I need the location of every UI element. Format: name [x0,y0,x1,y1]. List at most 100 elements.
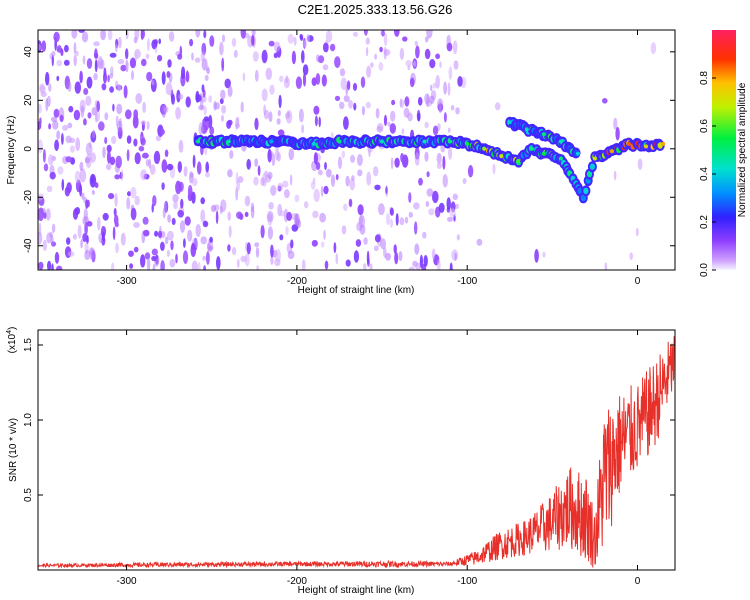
noise-blob [260,225,265,239]
noise-blob [452,193,458,201]
noise-blob [270,255,274,266]
noise-blob [200,236,207,245]
x-tick-label: 0 [635,276,641,287]
noise-blob [338,101,345,110]
noise-blob [167,214,172,223]
noise-blob [192,154,196,168]
noise-blob [221,57,225,72]
noise-blob [345,259,351,267]
noise-blob [492,163,496,175]
noise-blob [107,30,113,41]
noise-blob [409,77,415,88]
colorbar-label: Normalized spectral amplitude [737,82,748,217]
y-multiplier-exponent: 4 [6,330,13,334]
noise-blob [251,34,255,47]
y-multiplier-close: ) [7,327,18,330]
noise-blob [293,36,297,46]
noise-blob [220,89,226,100]
noise-blob [324,162,327,170]
noise-blob [447,216,453,222]
noise-blob [129,57,137,69]
noise-blob [391,99,396,106]
noise-blob [163,106,169,114]
noise-blob [298,108,304,123]
noise-blob [383,49,391,56]
noise-blob [195,224,201,237]
noise-blob [455,107,460,115]
noise-blob [361,105,365,116]
noise-blob [227,169,233,178]
noise-blob [141,30,145,39]
noise-blob [288,148,295,161]
noise-blob [43,212,47,220]
noise-blob [534,249,539,263]
noise-blob [47,95,51,107]
noise-blob [379,46,383,53]
noise-blob [268,202,274,210]
noise-blob [318,116,321,128]
noise-blob [279,210,286,217]
noise-blob [278,94,282,109]
noise-blob [253,176,259,186]
noise-blob [138,145,145,152]
noise-blob [300,34,304,41]
noise-blob [424,48,431,60]
noise-blob [363,30,368,36]
noise-blob [89,248,96,260]
noise-blob [102,212,109,221]
noise-blob [94,52,99,59]
noise-blob [436,162,442,170]
noise-blob [376,123,384,131]
noise-blob [424,151,429,162]
noise-blob [151,39,158,50]
noise-blob [267,148,272,163]
noise-blob [254,242,260,248]
noise-blob [231,37,237,47]
noise-blob [462,178,467,184]
noise-blob [267,171,273,180]
y-tick-label: 1.0 [23,413,34,427]
noise-blob [109,52,117,58]
noise-blob [350,154,355,163]
noise-blob [75,137,81,152]
noise-blob [390,157,394,170]
noise-blob [54,251,60,264]
noise-blob [170,240,174,251]
colorbar-tick-label: 0.4 [699,167,710,181]
noise-blob [191,260,198,270]
noise-blob [340,77,348,91]
noise-blob [177,161,182,173]
noise-blob [77,224,82,239]
noise-blob [142,152,149,159]
noise-blob [389,207,394,216]
noise-blob [38,195,43,202]
noise-blob [50,234,54,246]
noise-blob [256,265,260,270]
noise-blob [449,262,453,270]
noise-blob [366,171,372,186]
snr-frame [37,329,676,571]
noise-blob [151,255,157,262]
noise-blob [370,62,374,68]
signal-track-point [269,139,274,144]
noise-blob [312,210,319,219]
noise-blob [85,142,93,156]
x-tick-label: 0 [635,576,641,587]
x-tick-label: -200 [287,276,307,287]
noise-blob [61,132,64,145]
noise-blob [399,47,405,60]
noise-blob [257,165,261,176]
noise-blob [115,242,119,254]
noise-blob [98,121,105,131]
noise-blob [220,199,227,212]
noise-blob [92,129,96,139]
noise-blob [80,238,83,249]
noise-blob [602,98,608,104]
noise-blob [295,76,302,89]
noise-blob [285,226,289,236]
noise-blob [100,30,106,41]
noise-blob [275,146,280,161]
noise-blob [330,174,336,187]
noise-blob [417,112,421,122]
